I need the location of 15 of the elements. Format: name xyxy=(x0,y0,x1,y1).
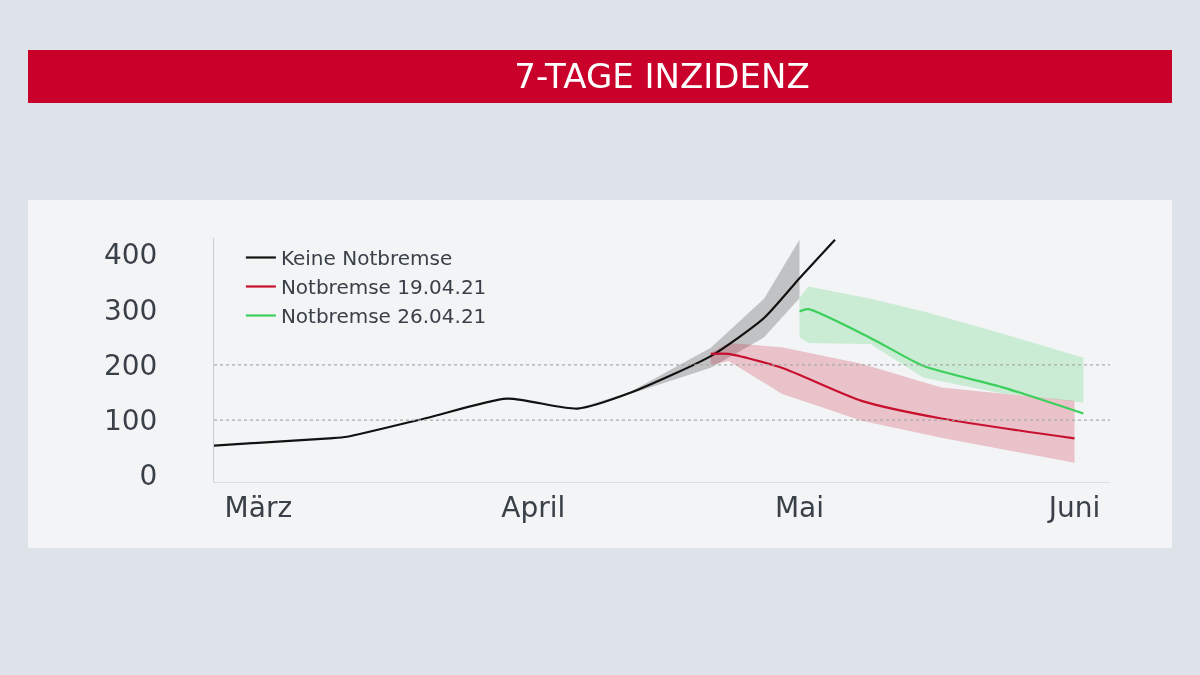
x-tick-label: März xyxy=(224,490,293,524)
legend-label: Keine Notbremse xyxy=(280,246,453,271)
y-tick-label: 300 xyxy=(103,293,158,327)
y-tick-label: 0 xyxy=(139,459,158,493)
legend-label: Notbremse 19.04.21 xyxy=(280,275,487,300)
y-tick-label: 100 xyxy=(103,403,158,437)
x-tick-label: April xyxy=(501,490,566,524)
y-tick-label: 400 xyxy=(103,238,158,272)
legend-label: Notbremse 26.04.21 xyxy=(280,304,487,329)
line-series xyxy=(709,352,1076,440)
x-tick-label: Mai xyxy=(774,490,825,524)
y-tick-label: 200 xyxy=(103,348,158,382)
line-series xyxy=(798,308,1085,415)
chart-title: 7-TAGE INZIDENZ xyxy=(514,56,810,97)
x-tick-label: Juni xyxy=(1046,490,1101,524)
